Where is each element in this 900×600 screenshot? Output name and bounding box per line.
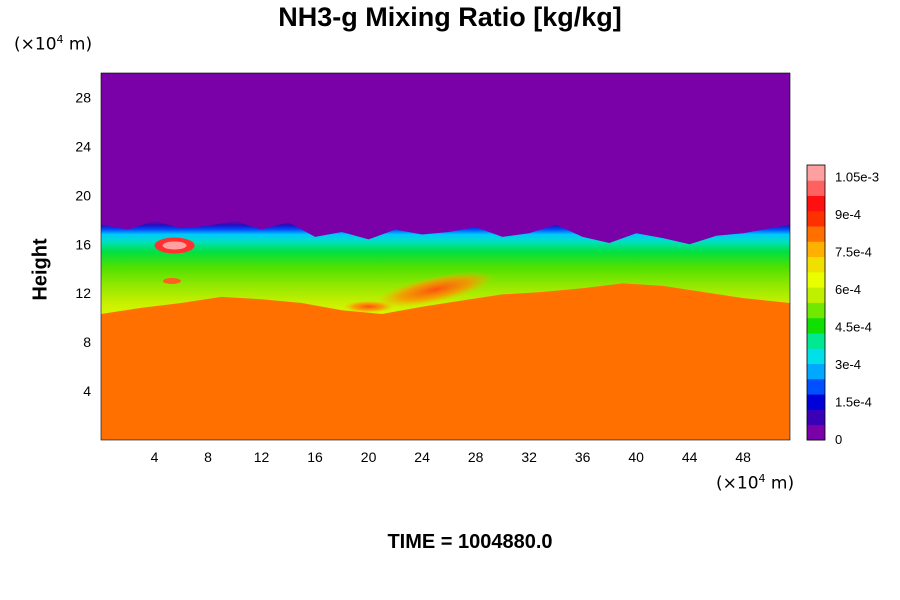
orange-streak (376, 271, 495, 308)
colorbar-tick-label: 3e-4 (835, 357, 861, 372)
y-tick-label: 8 (83, 334, 91, 350)
red-blob-core (162, 241, 187, 250)
colorbar-segment (807, 256, 825, 273)
x-tick-label: 36 (575, 449, 591, 465)
colorbar-segment (807, 394, 825, 410)
y-tick-label: 28 (75, 89, 91, 105)
colorbar-tick-label: 4.5e-4 (835, 320, 872, 335)
chart-title: NH3-g Mixing Ratio [kg/kg] (278, 2, 622, 32)
x-tick-label: 40 (628, 449, 644, 465)
x-tick-label: 4 (151, 449, 159, 465)
colorbar-segment (807, 165, 825, 181)
x-axis-unit: (×104 m) (716, 472, 795, 494)
colorbar-tick-label: 9e-4 (835, 207, 861, 222)
colorbar-segment (807, 210, 825, 227)
colorbar-segment (807, 378, 825, 395)
colorbar-segment (807, 302, 825, 319)
x-tick-label: 16 (307, 449, 323, 465)
x-tick-label: 44 (682, 449, 698, 465)
colorbar-segment (807, 195, 825, 212)
red-spot (162, 277, 181, 284)
colorbar-segment (807, 424, 825, 441)
y-tick-label: 4 (83, 383, 91, 399)
colorbar-tick-label: 7.5e-4 (835, 245, 872, 260)
y-tick-label: 12 (75, 285, 91, 301)
x-tick-label: 48 (735, 449, 751, 465)
colorbar-tick-label: 1.05e-3 (835, 170, 879, 185)
time-label: TIME = 1004880.0 (387, 531, 553, 553)
x-tick-label: 32 (521, 449, 537, 465)
colorbar-segment (807, 333, 825, 349)
orange-streak-lower (343, 300, 394, 313)
x-tick-label: 24 (414, 449, 430, 465)
x-tick-label: 8 (204, 449, 212, 465)
colorbar-segment (807, 226, 825, 242)
colorbar-segment (807, 317, 825, 334)
y-tick-label: 24 (75, 138, 91, 154)
colorbar-segment (807, 241, 825, 258)
colorbar-segment (807, 271, 825, 288)
y-tick-label: 20 (75, 187, 91, 203)
colorbar-frame (806, 164, 826, 441)
colorbar-tick-label: 0 (835, 432, 842, 447)
lower-layer-region (101, 283, 790, 440)
colorbar-tick-label: 6e-4 (835, 282, 861, 297)
plot-frame (100, 72, 791, 441)
y-axis-unit: (×104 m) (14, 33, 93, 55)
colorbar-segment (807, 363, 825, 380)
x-tick-label: 20 (361, 449, 377, 465)
x-tick-label: 28 (468, 449, 484, 465)
colorbar-segment (807, 287, 825, 303)
colorbar-tick-label: 1.5e-4 (835, 395, 872, 410)
colorbar-segment (807, 348, 825, 365)
x-tick-label: 12 (254, 449, 270, 465)
colorbar-segment (807, 409, 825, 426)
y-tick-label: 16 (75, 236, 91, 252)
colorbar-segment (807, 180, 825, 196)
